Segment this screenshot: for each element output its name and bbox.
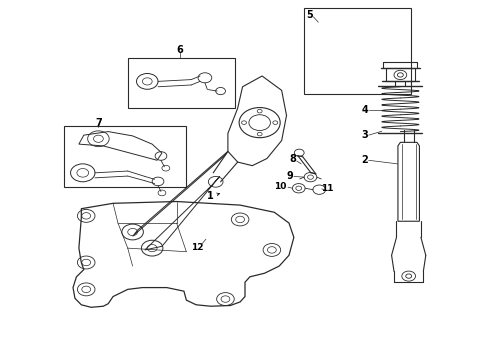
Bar (386, 68, 415, 81)
Text: 3: 3 (361, 130, 368, 140)
Text: 2: 2 (361, 155, 368, 165)
Bar (64, 126, 186, 187)
Text: 1: 1 (207, 191, 214, 201)
Text: 11: 11 (321, 184, 333, 193)
Text: 9: 9 (287, 171, 294, 181)
Bar (128, 58, 235, 108)
Text: 12: 12 (191, 243, 203, 252)
Text: 8: 8 (290, 154, 296, 164)
Text: 5: 5 (306, 10, 313, 20)
Text: 10: 10 (274, 182, 286, 191)
Text: 6: 6 (176, 45, 183, 55)
Text: 7: 7 (95, 118, 102, 128)
Text: 4: 4 (361, 105, 368, 115)
Bar (304, 8, 411, 94)
